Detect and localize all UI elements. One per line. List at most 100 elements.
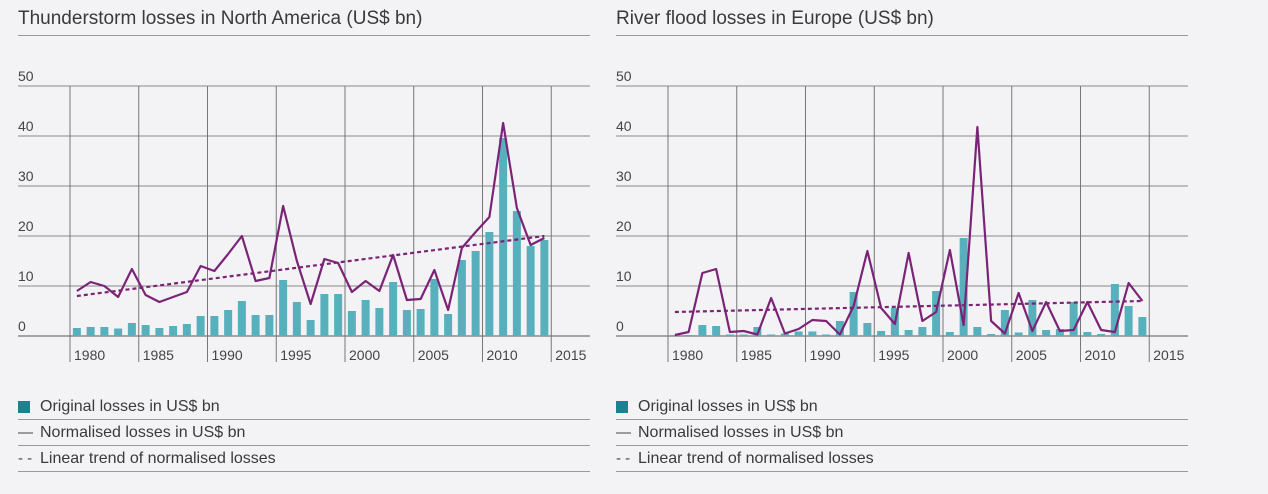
bar-original-2013 xyxy=(526,246,535,336)
bar-original-2001 xyxy=(959,238,968,336)
y-tick-label: 40 xyxy=(18,118,34,134)
bar-original-1990 xyxy=(210,316,219,336)
legend-trend: - - Linear trend of normalised losses xyxy=(18,446,590,472)
bar-original-1983 xyxy=(712,326,721,336)
bar-original-2014 xyxy=(1138,317,1147,336)
river-flood-plot: 0 10 20 30 40 50 1980 1985 1990 1995 2000 2005 2010 2… xyxy=(616,68,1188,363)
bar-original-1984 xyxy=(127,323,136,336)
bar-original-1989 xyxy=(794,331,803,336)
bar-original-2012 xyxy=(1110,284,1119,336)
x-tick-label: 2000 xyxy=(349,347,380,363)
bar-original-2008 xyxy=(1055,329,1064,336)
bar-original-2005 xyxy=(1014,332,1023,336)
bar-original-2013 xyxy=(1124,306,1133,336)
bar-original-2004 xyxy=(1000,310,1009,336)
dashed-line-icon: - - xyxy=(18,450,33,467)
line-trend xyxy=(76,234,545,298)
legend-original-label: Original losses in US$ bn xyxy=(40,398,220,415)
x-tick-label: 1990 xyxy=(810,347,841,363)
legend-normalised: — Normalised losses in US$ bn xyxy=(616,420,1188,446)
bar-original-1999 xyxy=(932,291,941,336)
y-tick-label: 10 xyxy=(18,268,34,284)
x-tick-label: 1985 xyxy=(143,347,174,363)
bar-original-1991 xyxy=(822,334,831,336)
bar-original-1997 xyxy=(306,320,315,336)
y-tick-label: 0 xyxy=(18,318,26,334)
title-divider xyxy=(616,35,1188,36)
x-tick-label: 2005 xyxy=(418,347,449,363)
y-tick-label: 10 xyxy=(616,268,632,284)
x-tick-label: 2000 xyxy=(947,347,978,363)
bar-original-2007 xyxy=(1042,330,1051,336)
y-tick-label: 20 xyxy=(18,218,34,234)
legend: Original losses in US$ bn — Normalised l… xyxy=(616,394,1188,472)
bar-original-2009 xyxy=(1069,302,1078,336)
dashed-line-icon: - - xyxy=(616,450,631,467)
x-tick-label: 2010 xyxy=(1085,347,1116,363)
bar-original-1982 xyxy=(698,325,707,336)
bar-original-1992 xyxy=(835,321,844,336)
y-tick-label: 50 xyxy=(616,68,632,84)
x-tick-label: 1980 xyxy=(74,347,105,363)
y-tick-label: 50 xyxy=(18,68,34,84)
line-trend xyxy=(674,299,1143,314)
legend-trend-label: Linear trend of normalised losses xyxy=(638,450,874,467)
legend-trend-label: Linear trend of normalised losses xyxy=(40,450,276,467)
legend-normalised-label: Normalised losses in US$ bn xyxy=(40,424,246,441)
x-tick-label: 2005 xyxy=(1016,347,1047,363)
bar-original-1985 xyxy=(141,325,150,336)
bar-original-1998 xyxy=(320,294,329,336)
line-normalised xyxy=(674,125,1144,337)
bar-original-1980 xyxy=(670,335,679,336)
chart-title: River flood losses in Europe (US$ bn) xyxy=(616,8,934,29)
bar-original-2008 xyxy=(457,260,466,336)
legend-divider xyxy=(616,445,1188,446)
bar-original-2011 xyxy=(1097,334,1106,336)
line-normalised xyxy=(76,121,545,312)
legend-normalised-label: Normalised losses in US$ bn xyxy=(638,424,844,441)
legend-normalised: — Normalised losses in US$ bn xyxy=(18,420,590,446)
x-tick-label: 1995 xyxy=(878,347,909,363)
legend-original: Original losses in US$ bn xyxy=(616,394,1188,420)
legend-divider xyxy=(616,419,1188,420)
solid-line-icon: — xyxy=(616,424,631,441)
bar-original-2014 xyxy=(540,240,549,336)
bar-original-2012 xyxy=(512,211,521,336)
x-tick-label: 2015 xyxy=(1153,347,1184,363)
bar-original-1991 xyxy=(224,310,233,336)
y-tick-label: 0 xyxy=(616,318,624,334)
x-tick-label: 1995 xyxy=(280,347,311,363)
legend-original-label: Original losses in US$ bn xyxy=(638,398,818,415)
bar-original-1989 xyxy=(196,316,205,336)
bar-original-2000 xyxy=(347,311,356,336)
legend-divider xyxy=(18,471,590,472)
legend-trend: - - Linear trend of normalised losses xyxy=(616,446,1188,472)
bar-original-1980 xyxy=(72,328,81,336)
bar-original-1993 xyxy=(251,315,260,336)
chart-title: Thunderstorm losses in North America (US… xyxy=(18,8,423,29)
bar-original-1987 xyxy=(169,326,178,336)
bar-original-1994 xyxy=(863,323,872,336)
x-tick-label: 1980 xyxy=(672,347,703,363)
legend-divider xyxy=(616,471,1188,472)
bar-original-1997 xyxy=(904,330,913,336)
river-flood-chart-panel: River flood losses in Europe (US$ bn) 0 1… xyxy=(616,0,1188,494)
bar-original-1986 xyxy=(155,328,164,336)
x-tick-label: 2010 xyxy=(487,347,518,363)
bar-original-1994 xyxy=(265,315,274,336)
bar-original-2005 xyxy=(416,309,425,336)
x-tick-label: 1985 xyxy=(741,347,772,363)
solid-line-icon: — xyxy=(18,424,33,441)
bar-original-1995 xyxy=(877,331,886,336)
bar-original-2010 xyxy=(485,232,494,336)
bar-original-1988 xyxy=(182,324,191,336)
bar-original-2009 xyxy=(471,251,480,336)
bar-original-2006 xyxy=(1028,300,1037,336)
y-tick-label: 40 xyxy=(616,118,632,134)
bar-original-2003 xyxy=(987,334,996,336)
bar-original-1984 xyxy=(725,334,734,336)
bar-original-2004 xyxy=(402,310,411,336)
bar-original-1981 xyxy=(684,335,693,336)
bar-original-1995 xyxy=(279,280,288,336)
y-tick-label: 30 xyxy=(18,168,34,184)
